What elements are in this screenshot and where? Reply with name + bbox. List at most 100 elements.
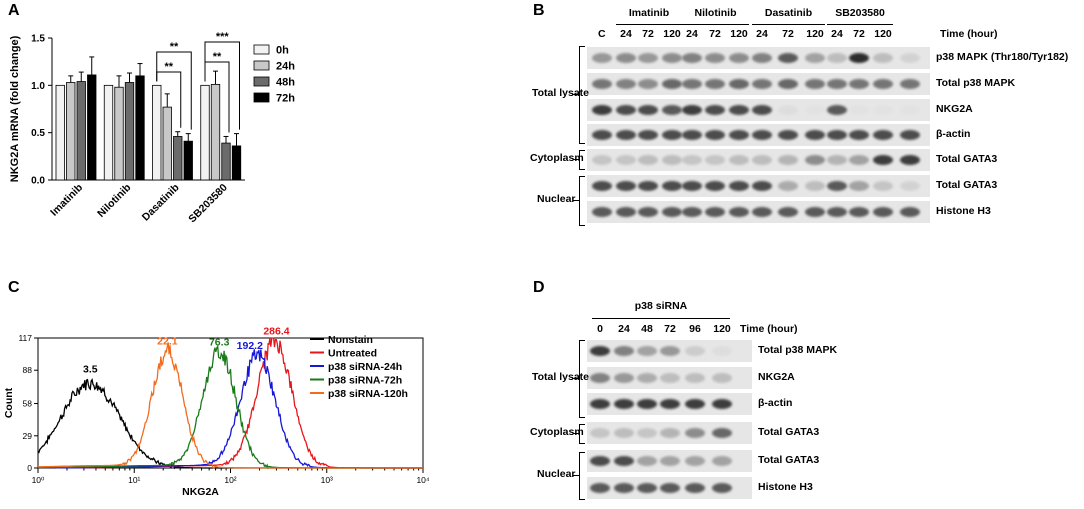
legend-label: Untreated — [328, 348, 377, 360]
blot-strip — [587, 73, 930, 95]
time-tick-label: 48 — [641, 323, 653, 335]
blot-band — [729, 79, 749, 89]
blot-band — [827, 105, 847, 115]
blot-band — [637, 456, 657, 466]
time-tick-label: 0 — [597, 323, 603, 335]
blot-band — [729, 181, 749, 191]
control-lane-label: C — [598, 28, 606, 40]
blot-band — [662, 53, 682, 63]
blot-band — [682, 207, 702, 217]
blot-band — [778, 79, 798, 89]
section-bracket — [579, 340, 585, 418]
blot-band — [614, 428, 634, 438]
legend-swatch — [253, 44, 270, 55]
blot-band — [590, 346, 610, 356]
section-label: Total lysate — [532, 371, 589, 383]
blot-band — [616, 155, 636, 165]
bar — [200, 84, 210, 181]
time-tick-label: 72 — [782, 28, 794, 40]
blot-band — [805, 105, 825, 115]
blot-row-label: β-actin — [936, 128, 971, 140]
legend-label: p38 siRNA-72h — [328, 375, 402, 387]
blot-strip — [587, 99, 930, 121]
blot-band — [827, 207, 847, 217]
significance-label: ** — [170, 41, 179, 53]
blot-band — [849, 79, 869, 89]
x-category-label: Imatinib — [48, 182, 85, 219]
blot-strip — [587, 422, 752, 444]
bar — [173, 136, 183, 181]
blot-band — [685, 346, 705, 356]
blot-band — [712, 483, 732, 493]
blot-row-label: Histone H3 — [936, 205, 991, 217]
blot-band — [778, 155, 798, 165]
blot-band — [637, 483, 657, 493]
y-tick-label: 1.0 — [31, 81, 45, 92]
time-axis-label: Time (hour) — [940, 28, 998, 40]
x-tick-label: 10⁴ — [416, 475, 429, 485]
blot-strip — [587, 477, 752, 499]
blot-band — [614, 399, 634, 409]
blot-band — [682, 181, 702, 191]
blot-band — [849, 181, 869, 191]
legend-label: p38 siRNA-120h — [328, 388, 408, 400]
section-label: Nuclear — [537, 468, 576, 480]
legend-label: 72h — [276, 93, 295, 105]
blot-band — [849, 53, 869, 63]
time-tick-label: 24 — [686, 28, 698, 40]
y-tick-label: 29 — [23, 431, 33, 441]
significance-bracket — [204, 41, 240, 130]
y-tick-label: 1.5 — [31, 34, 45, 45]
section-label: Nuclear — [537, 193, 576, 205]
section-label: Total lysate — [532, 87, 589, 99]
y-tick-label: 117 — [18, 333, 32, 343]
legend-swatch — [253, 76, 270, 87]
blot-band — [705, 105, 725, 115]
blot-band — [662, 130, 682, 140]
bar — [135, 75, 145, 181]
blot-band — [805, 130, 825, 140]
blot-row-label: p38 MAPK (Thr180/Tyr182) — [936, 51, 1069, 63]
blot-strip — [587, 124, 930, 146]
blot-band — [849, 155, 869, 165]
legend-label: 0h — [276, 45, 289, 57]
time-tick-label: 120 — [806, 28, 824, 40]
blot-band — [778, 130, 798, 140]
blot-band — [682, 130, 702, 140]
blot-band — [849, 207, 869, 217]
blot-band — [900, 79, 920, 89]
blot-band — [729, 130, 749, 140]
blot-band — [900, 130, 920, 140]
blot-band — [900, 53, 920, 63]
significance-bracket — [156, 51, 192, 130]
bar — [103, 84, 114, 181]
bar — [66, 82, 76, 181]
blot-band — [614, 483, 634, 493]
blot-band — [805, 79, 825, 89]
bar — [124, 82, 135, 181]
blot-band — [752, 207, 772, 217]
blot-band — [827, 130, 847, 140]
section-bracket-tick — [573, 378, 579, 379]
blot-strip — [587, 201, 930, 223]
section-label: Cytoplasm — [530, 426, 584, 438]
blot-band — [616, 53, 636, 63]
y-tick-label: 88 — [23, 365, 33, 375]
blot-band — [660, 346, 680, 356]
legend-label: 24h — [276, 61, 295, 73]
section-bracket — [579, 452, 585, 500]
blot-band — [682, 105, 702, 115]
bar — [183, 140, 193, 181]
blot-strip — [587, 149, 930, 171]
blot-band — [590, 428, 610, 438]
time-tick-label: 72 — [853, 28, 865, 40]
blot-band — [616, 181, 636, 191]
panel-letter-b: B — [533, 2, 545, 19]
histogram-curve — [37, 342, 423, 469]
blot-band — [873, 130, 893, 140]
blot-band — [712, 399, 732, 409]
panel-letter-c: C — [8, 279, 20, 296]
blot-band — [873, 79, 893, 89]
legend-swatch — [253, 92, 270, 103]
blot-row-label: NKG2A — [758, 371, 795, 383]
